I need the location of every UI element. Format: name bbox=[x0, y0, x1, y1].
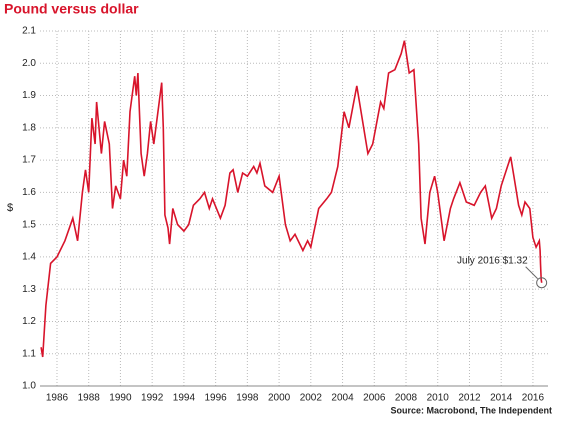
x-tick-label: 1986 bbox=[46, 393, 69, 404]
x-tick-label: 1994 bbox=[173, 393, 196, 404]
y-tick-label: 2.0 bbox=[22, 58, 36, 69]
x-tick-label: 2002 bbox=[300, 393, 323, 404]
annotation-text: July 2016 $1.32 bbox=[457, 255, 528, 266]
x-tick-label: 2016 bbox=[522, 393, 545, 404]
x-tick-label: 1990 bbox=[109, 393, 132, 404]
x-tick-label: 2008 bbox=[395, 393, 418, 404]
x-tick-label: 2006 bbox=[363, 393, 386, 404]
y-tick-label: 1.5 bbox=[22, 219, 36, 230]
y-tick-label: 1.7 bbox=[22, 155, 36, 166]
annotation-marker bbox=[536, 277, 548, 289]
y-tick-label: 2.1 bbox=[22, 26, 36, 37]
chart-title: Pound versus dollar bbox=[4, 1, 139, 17]
price-line bbox=[40, 40, 543, 358]
y-tick-label: 1.6 bbox=[22, 187, 36, 198]
x-tick-label: 2012 bbox=[458, 393, 481, 404]
x-tick-label: 2010 bbox=[427, 393, 450, 404]
x-tick-label: 2004 bbox=[331, 393, 354, 404]
x-tick-label: 1996 bbox=[205, 393, 228, 404]
y-tick-label: 1.4 bbox=[22, 252, 36, 263]
y-tick-label: 1.9 bbox=[22, 90, 36, 101]
y-tick-label: 1.3 bbox=[22, 284, 36, 295]
y-tick-label: 1.1 bbox=[22, 348, 36, 359]
y-tick-label: 1.0 bbox=[22, 381, 36, 392]
x-tick-label: 1992 bbox=[141, 393, 164, 404]
source-note: Source: Macrobond, The Independent bbox=[390, 405, 552, 415]
x-tick-label: 2014 bbox=[490, 393, 513, 404]
x-tick-label: 2000 bbox=[268, 393, 291, 404]
y-tick-label: 1.2 bbox=[22, 316, 36, 327]
x-tick-label: 1988 bbox=[78, 393, 101, 404]
x-tick-label: 1998 bbox=[236, 393, 259, 404]
annotation-leader bbox=[525, 266, 539, 280]
y-tick-label: 1.8 bbox=[22, 122, 36, 133]
y-axis-label: $ bbox=[7, 202, 13, 214]
